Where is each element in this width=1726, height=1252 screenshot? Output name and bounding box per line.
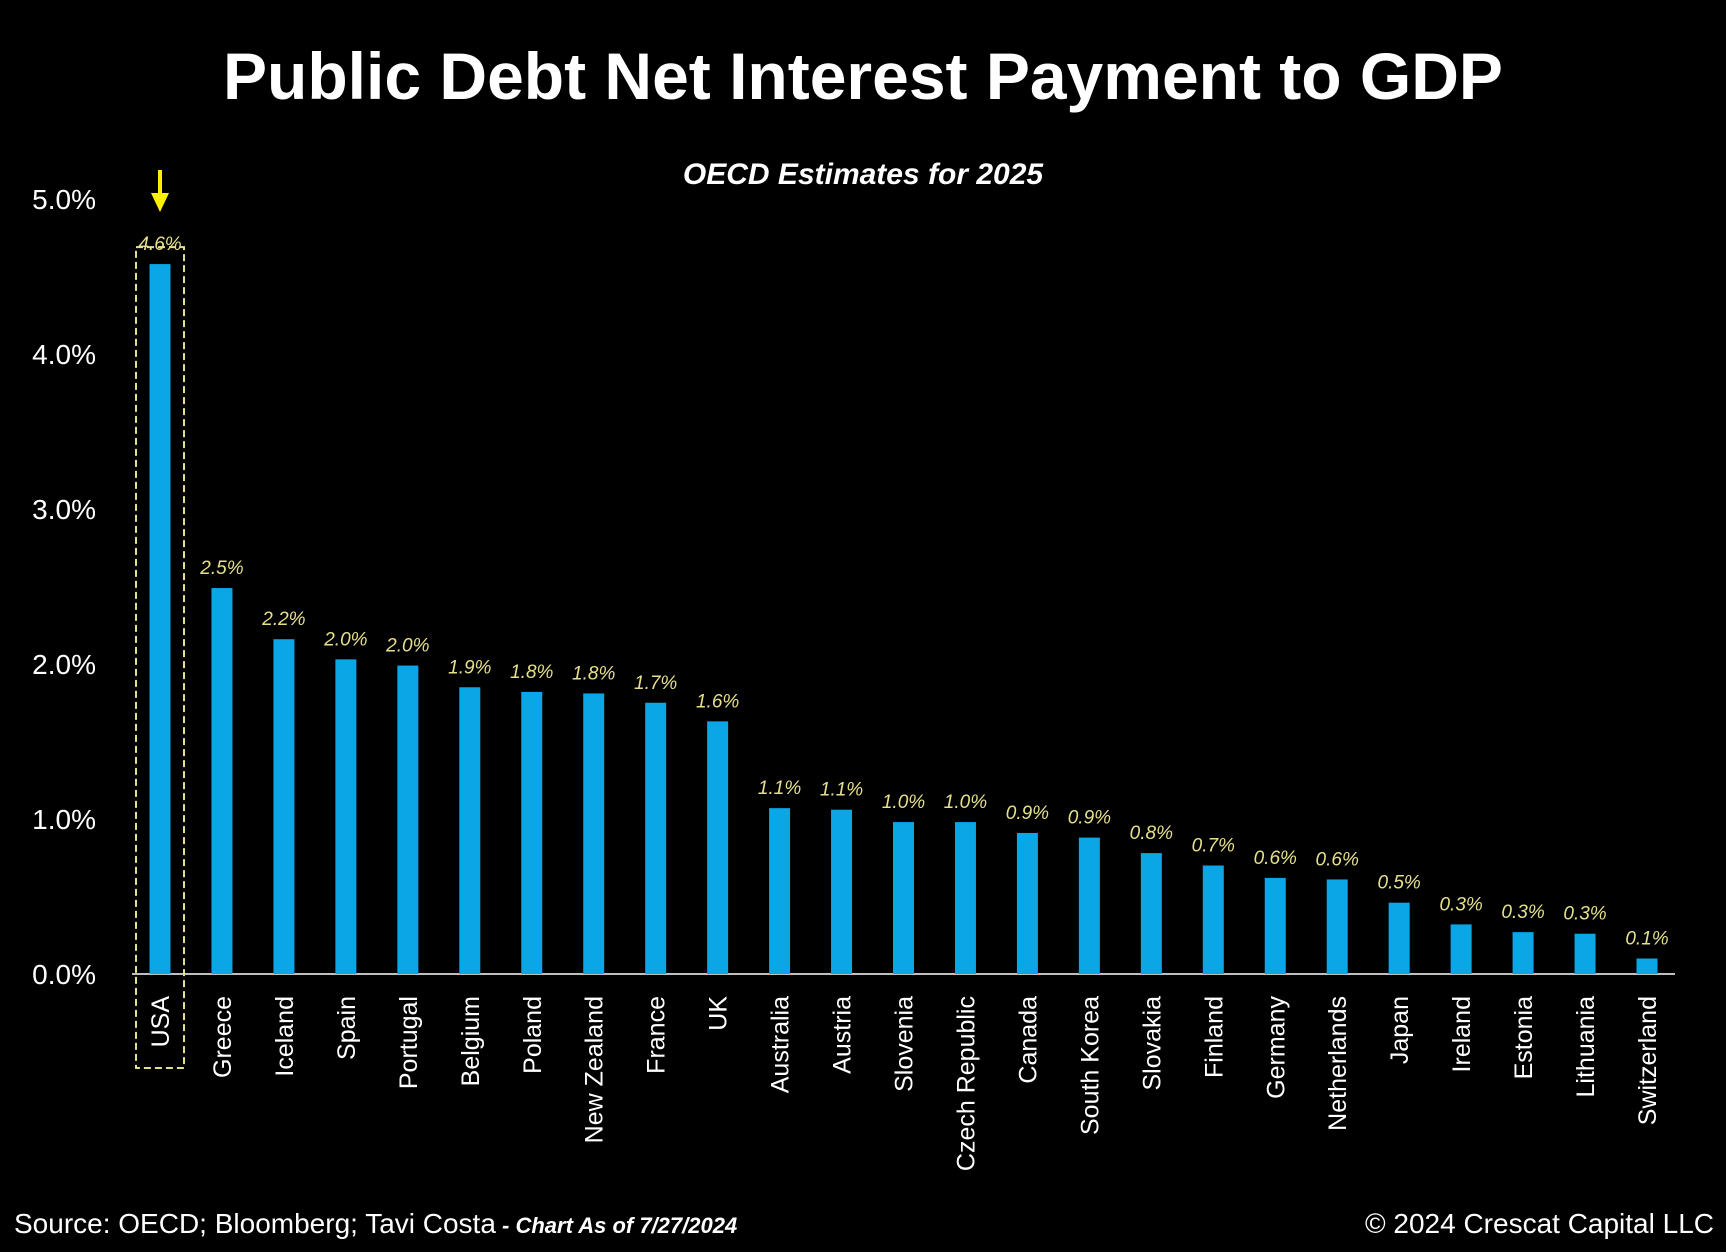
bar-japan <box>1388 902 1410 974</box>
bar-ireland <box>1450 924 1472 974</box>
data-label: 1.8% <box>572 663 615 684</box>
category-label: Greece <box>209 996 237 1078</box>
bar-slovenia <box>893 822 914 974</box>
copyright: © 2024 Crescat Capital LLC <box>1364 1208 1714 1239</box>
data-label: 1.1% <box>820 780 863 801</box>
category-label: Germany <box>1262 996 1290 1099</box>
bar-portugal <box>397 665 419 974</box>
bar-greece <box>211 588 233 974</box>
highlight-box <box>135 246 185 1070</box>
category-label: Estonia <box>1510 996 1538 1079</box>
category-label: UK <box>705 996 733 1031</box>
data-label: 1.6% <box>696 691 739 712</box>
category-label: Canada <box>1014 996 1042 1084</box>
bar-france <box>645 702 667 974</box>
bar-iceland <box>273 639 295 974</box>
bar-belgium <box>459 687 481 974</box>
bar-australia <box>769 808 791 974</box>
category-label: France <box>643 996 671 1074</box>
category-label: USA <box>147 996 175 1048</box>
data-label: 2.0% <box>385 636 429 657</box>
category-label: Poland <box>519 996 547 1074</box>
bar-czech-republic <box>954 822 976 974</box>
data-label: 0.3% <box>1563 904 1606 925</box>
bar-south-korea <box>1078 837 1100 974</box>
data-label: 0.3% <box>1501 902 1544 923</box>
bar-uk <box>707 721 729 974</box>
category-label: Iceland <box>271 996 299 1077</box>
bar-canada <box>1016 832 1038 974</box>
category-label: Slovenia <box>891 996 919 1092</box>
category-label: Netherlands <box>1324 996 1352 1131</box>
data-label: 0.5% <box>1378 873 1421 894</box>
arrow-down-icon <box>151 193 169 212</box>
category-label: Czech Republic <box>952 996 980 1171</box>
category-label: Austria <box>829 996 857 1074</box>
y-tick-label: 2.0% <box>32 649 96 680</box>
bar-estonia <box>1512 932 1534 974</box>
category-label: Slovakia <box>1138 996 1166 1091</box>
data-label: 1.0% <box>944 792 987 813</box>
bar-poland <box>521 691 543 974</box>
y-tick-label: 3.0% <box>32 494 96 525</box>
data-label: 0.8% <box>1130 823 1173 844</box>
data-label: 1.7% <box>634 673 677 694</box>
data-label: 2.2% <box>261 609 305 630</box>
data-label: 2.5% <box>199 558 243 579</box>
data-label: 0.3% <box>1439 894 1482 915</box>
data-label: 0.9% <box>1006 803 1049 824</box>
bar-finland <box>1202 865 1224 974</box>
category-label: Australia <box>767 996 795 1093</box>
bar-lithuania <box>1574 933 1596 974</box>
category-label: Portugal <box>395 996 423 1089</box>
bar-netherlands <box>1326 879 1348 974</box>
category-label: Finland <box>1200 996 1228 1078</box>
data-label: 2.0% <box>323 629 367 650</box>
y-tick-label: 5.0% <box>32 184 96 215</box>
category-label: Belgium <box>457 996 485 1086</box>
category-label: Japan <box>1386 996 1414 1064</box>
y-tick-label: 0.0% <box>32 959 96 990</box>
bar-new-zealand <box>583 693 605 974</box>
data-label: 0.6% <box>1316 849 1359 870</box>
y-tick-label: 4.0% <box>32 339 96 370</box>
data-label: 1.8% <box>510 662 553 683</box>
chart-title: Public Debt Net Interest Payment to GDP <box>223 39 1503 113</box>
data-label: 0.9% <box>1068 808 1111 829</box>
category-label: New Zealand <box>581 996 609 1143</box>
source-note: Source: OECD; Bloomberg; Tavi Costa - Ch… <box>14 1208 737 1240</box>
source-text: Source: OECD; Bloomberg; Tavi Costa <box>14 1208 496 1239</box>
category-label: Switzerland <box>1634 996 1662 1125</box>
data-label: 0.6% <box>1254 848 1297 869</box>
y-tick-label: 1.0% <box>32 804 96 835</box>
bar-switzerland <box>1636 958 1658 974</box>
bar-austria <box>831 809 853 974</box>
bar-germany <box>1264 877 1286 974</box>
data-label: 1.9% <box>448 657 491 678</box>
category-label: South Korea <box>1076 996 1104 1135</box>
data-label: 4.6% <box>138 234 181 255</box>
data-label: 1.0% <box>882 792 925 813</box>
chart-subtitle: OECD Estimates for 2025 <box>682 158 1044 191</box>
bar-usa <box>149 264 171 975</box>
chart-date-note: - Chart As of 7/27/2024 <box>495 1213 738 1238</box>
category-label: Ireland <box>1448 996 1476 1072</box>
data-label: 0.1% <box>1625 929 1668 950</box>
category-label: Spain <box>333 996 361 1060</box>
data-label: 1.1% <box>758 778 801 799</box>
data-label: 0.7% <box>1192 836 1235 857</box>
bar-spain <box>335 659 357 974</box>
category-label: Lithuania <box>1572 996 1600 1098</box>
bar-slovakia <box>1140 853 1162 974</box>
